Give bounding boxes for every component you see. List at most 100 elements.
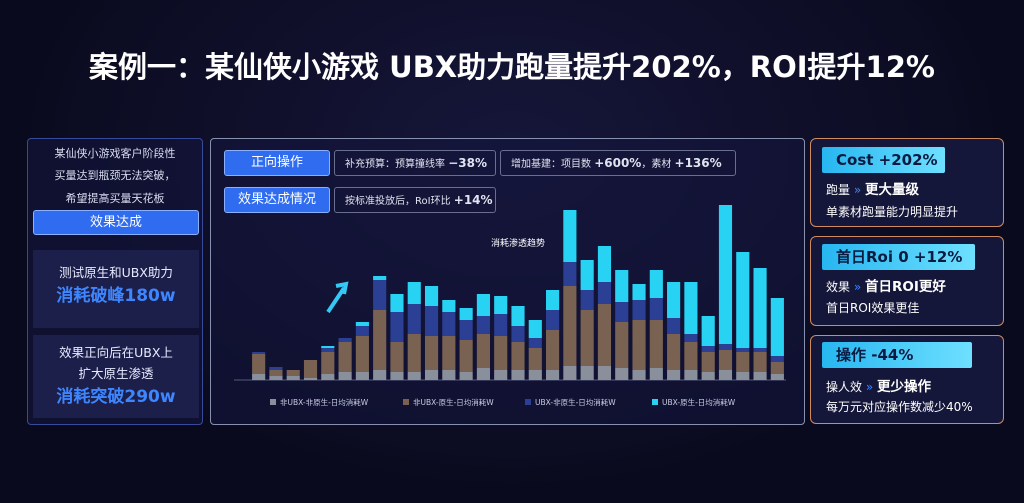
bar-segment [701, 346, 715, 352]
result-box: 测试原生和UBX助力 消耗破峰180w [33, 250, 199, 328]
bar-segment [252, 352, 266, 354]
bar-segment [511, 370, 525, 380]
bar-segment [321, 346, 335, 348]
metric-label: 跑量 [826, 183, 851, 197]
bar-segment [494, 314, 508, 336]
bar-segment [424, 370, 439, 380]
bar-segment [528, 320, 542, 338]
bar-segment [459, 372, 473, 380]
bar-segment [476, 334, 490, 368]
bar-segment [494, 336, 508, 370]
bar-segment [476, 294, 490, 316]
bar-segment [770, 298, 784, 356]
chip-text: 增加基建：项目数 [511, 159, 591, 170]
bar-segment [355, 322, 369, 326]
result-button: 效果达成 [33, 210, 199, 235]
chart-title: 消耗渗透趋势 [491, 237, 545, 249]
bar-segment [615, 302, 629, 322]
bar-segment [718, 350, 733, 370]
bar-segment [424, 286, 439, 306]
op-chip: 补充预算：预算撞线率 −38% [334, 150, 496, 176]
bar-segment [597, 366, 612, 380]
metric-highlight: 更少操作 [877, 379, 932, 395]
metric-badge: Cost +202% [822, 147, 945, 173]
bar-segment [528, 348, 542, 370]
legend-label: 非UBX-非原生-日均消耗W [280, 397, 369, 407]
bar-segment [321, 352, 335, 374]
op-button: 效果达成情况 [224, 187, 330, 213]
bar-segment [701, 352, 715, 372]
bar-segment [407, 372, 421, 380]
bar-segment [407, 304, 421, 334]
bar-segment [407, 334, 421, 372]
op-chip: 按标准投放后，RoI环比 +14% [334, 187, 496, 213]
bar-segment [580, 260, 594, 290]
bar-segment [736, 348, 750, 352]
box-result: 消耗突破290w [56, 387, 176, 407]
bar-segment [649, 320, 663, 368]
bar-segment [597, 282, 612, 304]
chip-text: 按标准投放后，RoI环比 [345, 196, 451, 207]
metric-badge: 操作 -44% [822, 342, 972, 368]
bar-segment [649, 298, 663, 320]
metric-label: 效果 [826, 280, 851, 294]
bar-segment [736, 352, 750, 372]
metric-note: 每万元对应操作数减少40% [826, 400, 973, 414]
legend-label: 非UBX-原生-日均消耗W [413, 397, 494, 407]
bar-segment [563, 210, 577, 262]
bar-segment [355, 326, 369, 336]
bar-segment [459, 308, 473, 320]
metric-row: 跑量 » 更大量级 [826, 182, 920, 198]
bar-segment [615, 270, 629, 302]
bar-segment [563, 286, 577, 366]
bar-segment [390, 312, 404, 342]
bar-segment [355, 336, 369, 372]
bar-segment [476, 316, 490, 334]
bar-segment [390, 342, 404, 372]
bar-segment [667, 334, 681, 370]
bar-segment [373, 370, 387, 380]
bar-segment [701, 316, 715, 346]
bar-segment [494, 296, 508, 314]
chip-value: +14% [453, 193, 493, 207]
bar-segment [632, 320, 646, 370]
chip-text: ，素材 [641, 159, 672, 170]
bar-segment [321, 348, 335, 352]
bar-segment [684, 334, 698, 342]
chip-value: +136% [674, 156, 722, 170]
metric-row: 效果 » 首日ROI更好 [826, 279, 946, 295]
chip-value: +600% [594, 156, 642, 170]
bar-segment [580, 310, 594, 366]
metric-note: 单素材跑量能力明显提升 [826, 205, 959, 219]
box-line: 扩大原生渗透 [78, 366, 154, 381]
box-line: 测试原生和UBX助力 [59, 265, 173, 280]
bar-segment [338, 372, 352, 380]
legend-swatch [652, 399, 658, 405]
legend-label: UBX-非原生-日均消耗W [535, 397, 616, 407]
intro-line: 买量达到瓶颈无法突破， [54, 169, 176, 182]
bar-segment [494, 370, 508, 380]
bar-segment [615, 322, 629, 368]
bar-segment [373, 276, 387, 280]
bar-segment [718, 370, 733, 380]
bar-segment [770, 362, 784, 374]
title: 案例一：某仙侠小游戏 UBX助力跑量提升202%，ROI提升12% [89, 50, 935, 84]
intro-line: 某仙侠小游戏客户阶段性 [54, 147, 176, 160]
bar-segment [338, 342, 352, 372]
bar-segment [580, 366, 594, 380]
bar-segment [667, 318, 681, 334]
bar-segment [511, 342, 525, 370]
bar-segment [286, 370, 300, 376]
bar-segment [459, 340, 473, 372]
bar-segment [476, 368, 490, 380]
bar-segment [753, 268, 767, 348]
metric-highlight: 更大量级 [865, 182, 920, 198]
bar-segment [580, 290, 594, 310]
bar-segment [684, 282, 698, 334]
bar-segment [597, 304, 612, 366]
result-box: 效果正向后在UBX上 扩大原生渗透 消耗突破290w [33, 335, 199, 418]
bar-segment [597, 246, 612, 282]
metric-label: 操人效 [826, 380, 863, 394]
bar-segment [269, 367, 283, 370]
